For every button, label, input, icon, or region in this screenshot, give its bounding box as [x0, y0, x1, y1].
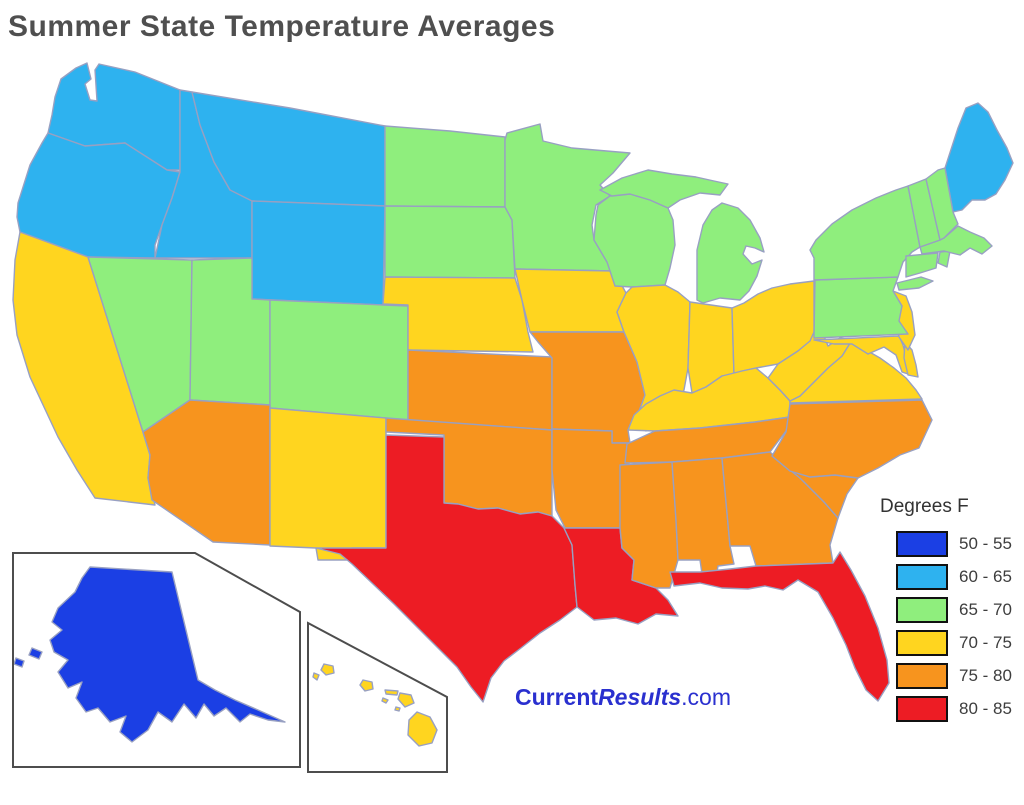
- state-ny: [809, 185, 934, 291]
- legend-swatch-80-85: [896, 696, 948, 722]
- state-md: [813, 335, 912, 376]
- state-nc: [771, 399, 933, 479]
- alaska-inset-box: [12, 552, 301, 768]
- state-fl: [669, 551, 890, 702]
- legend-label-80-85: 80 - 85: [959, 699, 1012, 718]
- state-nd: [384, 125, 506, 208]
- legend-row-75-80: 75 - 80: [876, 663, 1024, 689]
- watermark-part2: Results: [598, 684, 682, 710]
- state-hi: [312, 663, 438, 747]
- legend-swatch-65-70: [896, 597, 948, 623]
- state-ia: [514, 268, 627, 333]
- legend-label-60-65: 60 - 65: [959, 567, 1012, 586]
- watermark-part3: .com: [681, 684, 731, 710]
- state-nh: [925, 167, 959, 241]
- legend-row-60-65: 60 - 65: [876, 564, 1024, 590]
- watermark-currentresults-link[interactable]: CurrentResults.com: [515, 684, 731, 711]
- state-ak: [13, 566, 286, 743]
- legend-label-65-70: 65 - 70: [959, 600, 1012, 619]
- state-ne: [382, 276, 534, 353]
- legend-items: 50 - 55 60 - 65 65 - 70 70 - 75 75 - 80 80 - …: [876, 531, 1024, 722]
- state-mn: [504, 123, 631, 272]
- state-ri: [937, 250, 951, 268]
- state-co: [269, 299, 409, 421]
- state-pa: [813, 276, 909, 339]
- legend-row-50-55: 50 - 55: [876, 531, 1024, 557]
- page-title: Summer State Temperature Averages: [8, 10, 556, 43]
- state-mi: [599, 169, 765, 304]
- hawaii-inset-box: [307, 621, 448, 773]
- legend-swatch-70-75: [896, 630, 948, 656]
- legend-label-50-55: 50 - 55: [959, 534, 1012, 553]
- legend-row-80-85: 80 - 85: [876, 696, 1024, 722]
- state-nm: [269, 407, 387, 561]
- state-sd: [384, 205, 516, 279]
- insets-group: [12, 552, 448, 773]
- state-me: [944, 102, 1014, 213]
- legend-row-65-70: 65 - 70: [876, 597, 1024, 623]
- state-az: [142, 399, 271, 546]
- watermark-part1: Current: [515, 684, 599, 710]
- state-or: [16, 132, 181, 259]
- legend-swatch-75-80: [896, 663, 948, 689]
- legend-row-70-75: 70 - 75: [876, 630, 1024, 656]
- legend-heading: Degrees F: [880, 496, 969, 517]
- state-ct: [905, 252, 939, 278]
- legend-swatch-50-55: [896, 531, 948, 557]
- legend: Degrees F 50 - 55 60 - 65 65 - 70 70 - 75 75…: [876, 496, 1024, 729]
- state-tx: [315, 434, 578, 703]
- state-ks: [407, 349, 553, 431]
- state-wy: [251, 200, 386, 306]
- legend-label-75-80: 75 - 80: [959, 666, 1012, 685]
- legend-swatch-60-65: [896, 564, 948, 590]
- states-group: [12, 62, 1014, 747]
- legend-label-70-75: 70 - 75: [959, 633, 1012, 652]
- state-de: [903, 341, 919, 378]
